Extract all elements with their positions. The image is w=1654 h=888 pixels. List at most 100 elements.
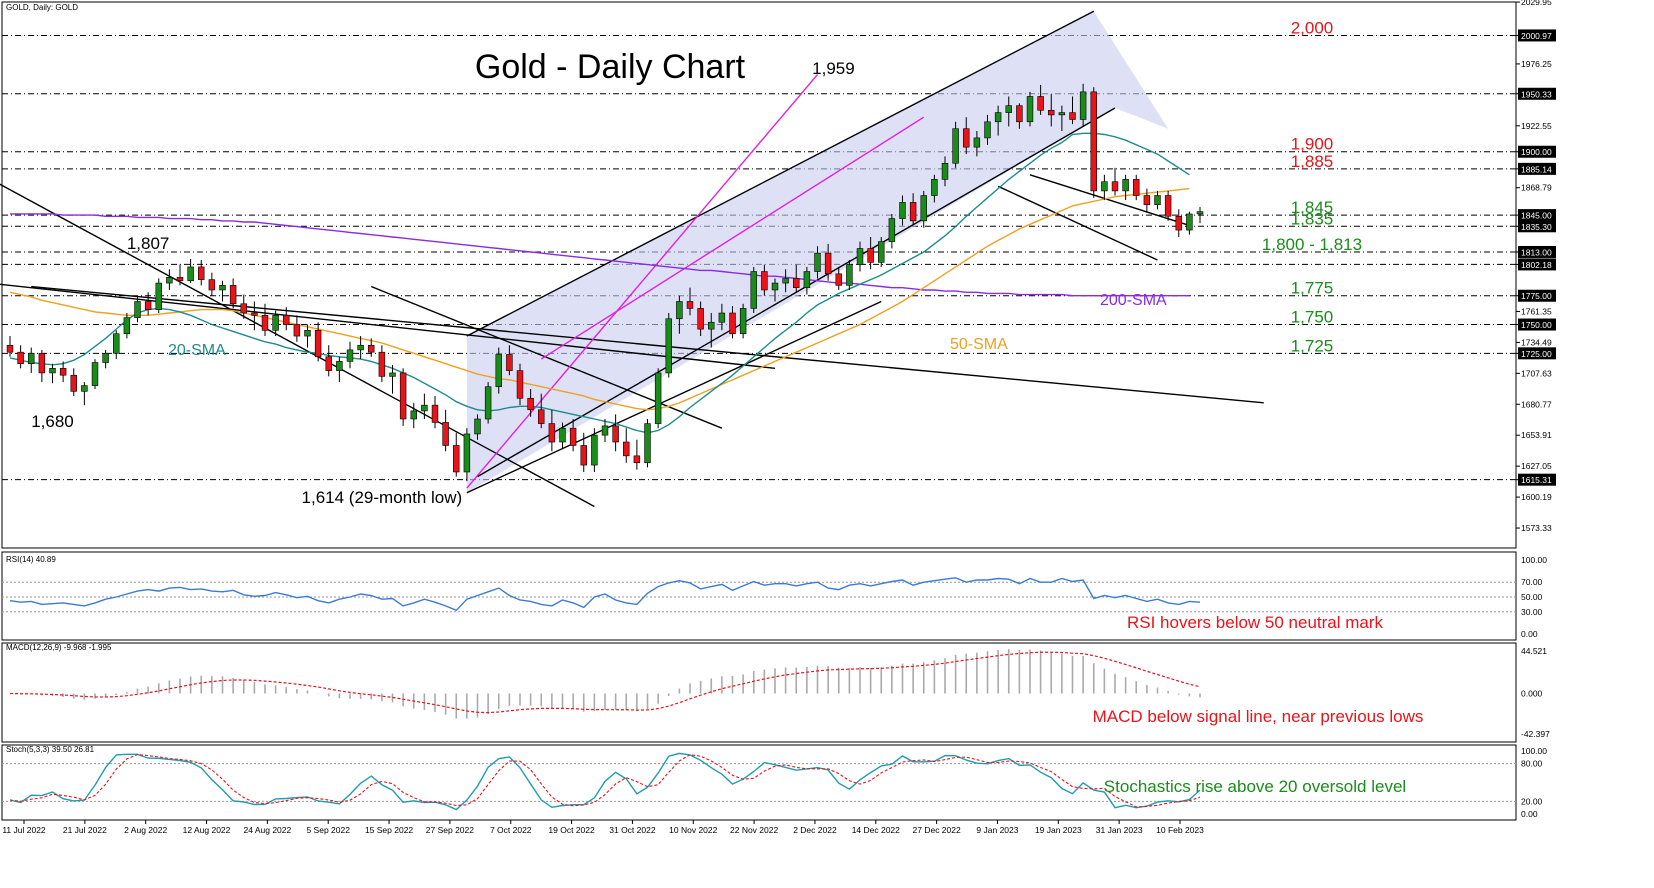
candle-body <box>166 277 173 284</box>
candle-body <box>357 344 364 351</box>
price-tag-label: 1750.00 <box>1521 320 1552 330</box>
candle-body <box>336 361 343 371</box>
price-tick-label: 1680.77 <box>1521 399 1552 409</box>
candle-body <box>527 397 534 411</box>
candle-body <box>219 285 226 291</box>
price-tag-label: 1950.33 <box>1521 89 1552 99</box>
candle-body <box>304 329 311 337</box>
candle-body <box>431 404 439 423</box>
time-tick-label: 22 Nov 2022 <box>730 825 778 835</box>
candle-body <box>761 271 768 291</box>
candle-body <box>973 137 981 148</box>
rsi-tick-label: 100.00 <box>1521 555 1547 565</box>
rsi-tick-label: 70.00 <box>1521 577 1543 587</box>
stoch-label: Stoch(5,3,3) 39.50 26.81 <box>6 745 95 754</box>
time-tick-label: 27 Sep 2022 <box>426 825 474 835</box>
price-tag-label: 2000.97 <box>1521 31 1552 41</box>
price-tag <box>1518 87 1556 100</box>
candle-body <box>463 433 471 473</box>
stoch-d-line <box>9 753 1201 808</box>
macd-annotation: MACD below signal line, near previous lo… <box>1093 707 1424 726</box>
time-tick-label: 19 Oct 2022 <box>548 825 595 835</box>
candle-body <box>516 370 524 399</box>
candle-body <box>272 315 279 331</box>
time-tick-label: 7 Oct 2022 <box>490 825 532 835</box>
candle-body <box>38 353 46 374</box>
candle-body <box>410 410 417 420</box>
candle-body <box>739 308 747 335</box>
trendline <box>370 285 723 429</box>
price-tag <box>1518 289 1556 302</box>
time-tick-label: 5 Sep 2022 <box>306 825 350 835</box>
trendline <box>1029 174 1190 227</box>
time-tick-label: 10 Feb 2023 <box>1156 825 1204 835</box>
candle-body <box>601 425 609 436</box>
candle-body <box>633 455 641 464</box>
macd-pane: 44.521 0.000 -42.397 <box>1 642 1550 743</box>
price-annotation: 1,614 (29-month low) <box>302 488 463 507</box>
candle-body <box>28 353 35 364</box>
key-level-label: 1,835 <box>1291 209 1334 228</box>
candle-body <box>1005 105 1012 113</box>
candle-body <box>1026 96 1034 123</box>
candle-body <box>846 264 853 286</box>
stoch-k-line <box>9 752 1201 811</box>
symbol-info: GOLD, Daily: GOLD <box>6 3 78 12</box>
candle-body <box>293 324 301 337</box>
time-tick-label: 9 Jan 2023 <box>976 825 1018 835</box>
candle-body <box>1048 109 1055 116</box>
candle-body <box>346 349 354 362</box>
rsi-annotation: RSI hovers below 50 neutral mark <box>1127 613 1384 632</box>
time-tick-label: 11 Jul 2022 <box>2 825 46 835</box>
candle-body <box>931 179 938 196</box>
price-tick-label: 1653.91 <box>1521 430 1552 440</box>
candle-body <box>920 195 927 222</box>
candle-body <box>251 312 258 316</box>
pane-border <box>1 551 1517 641</box>
trendline <box>31 285 1264 404</box>
sma20-line <box>9 132 1190 434</box>
price-tick-label: 1573.33 <box>1521 523 1552 533</box>
candle-body <box>1016 105 1023 123</box>
macd-tick-label: 0.000 <box>1521 689 1543 699</box>
candle-body <box>389 372 396 377</box>
candle-body <box>793 278 800 288</box>
price-tag-label: 1615.31 <box>1521 475 1552 485</box>
price-tick-label: 1734.49 <box>1521 337 1552 347</box>
price-tag <box>1518 29 1556 42</box>
candle-body <box>198 266 205 280</box>
sma200-label: 200-SMA <box>1100 292 1167 309</box>
stoch-tick-label: 100.00 <box>1521 746 1547 756</box>
candle-body <box>708 321 715 330</box>
time-tick-label: 2 Aug 2022 <box>124 825 167 835</box>
price-tag-label: 1802.18 <box>1521 260 1552 270</box>
candle-body <box>474 418 481 435</box>
candle-body <box>750 271 757 309</box>
candle-body <box>123 317 131 335</box>
stoch-tick-label: 20.00 <box>1521 796 1543 806</box>
candle-body <box>102 353 109 363</box>
trendline <box>466 10 1095 337</box>
candle-body <box>644 423 651 464</box>
candle-body <box>1090 91 1097 192</box>
trendline <box>0 283 776 369</box>
price-tag <box>1518 220 1556 233</box>
candle-body <box>782 278 789 284</box>
price-tick-label: 1600.19 <box>1521 492 1552 502</box>
candle-body <box>814 252 821 272</box>
time-tick-label: 27 Dec 2022 <box>913 825 961 835</box>
candle-body <box>1133 179 1140 196</box>
rsi-label: RSI(14) 40.89 <box>6 555 56 564</box>
candle-body <box>208 279 216 291</box>
price-tag-label: 1835.30 <box>1521 222 1552 232</box>
candle-body <box>771 282 779 291</box>
candle-body <box>867 248 874 263</box>
candle-body <box>378 351 386 377</box>
macd-signal-line <box>9 651 1201 714</box>
candle-body <box>134 301 141 318</box>
candle-body <box>484 386 492 420</box>
time-tick-label: 24 Aug 2022 <box>243 825 291 835</box>
price-pane: 2029.95 2000.97 1976.25 1950.33 1922.55 1900.… <box>0 0 1556 549</box>
candle-body <box>1164 195 1172 217</box>
